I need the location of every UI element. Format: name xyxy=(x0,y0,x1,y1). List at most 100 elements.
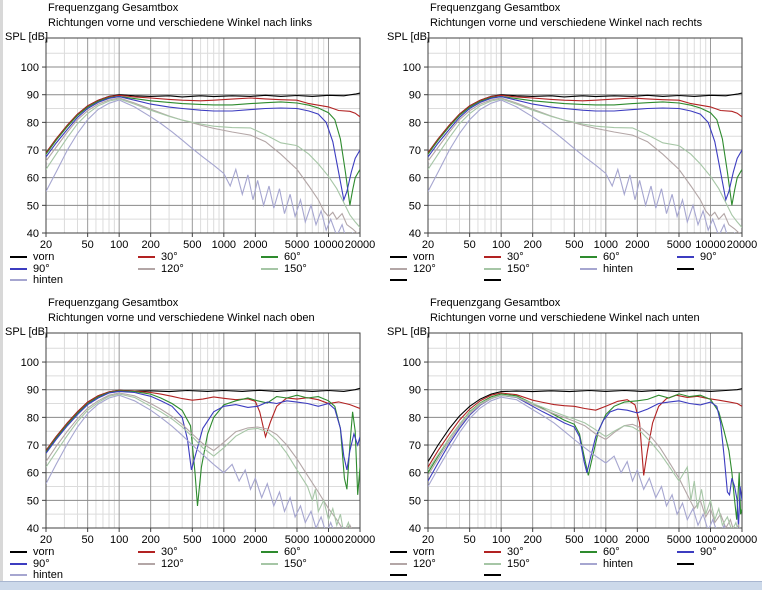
legend-label: 60° xyxy=(603,251,620,263)
svg-text:500: 500 xyxy=(565,239,583,251)
chart-subtitle: Richtungen vorne und verschiedene Winkel… xyxy=(430,312,700,324)
legend-item-hinten: hinten xyxy=(580,263,633,275)
legend-label: hinten xyxy=(33,569,63,581)
legend-label: 90° xyxy=(700,546,717,558)
legend-swatch xyxy=(390,562,407,565)
chart-subtitle: Richtungen vorne und verschiedene Winkel… xyxy=(48,17,313,29)
legend-swatch xyxy=(484,267,501,270)
svg-text:100: 100 xyxy=(21,62,39,74)
svg-text:2000: 2000 xyxy=(625,239,649,251)
legend-swatch xyxy=(138,267,155,270)
chart-nach-links: Frequenzgang Gesamtbox Richtungen vorne … xyxy=(0,0,380,295)
legend-label: hinten xyxy=(33,274,63,286)
svg-text:100: 100 xyxy=(21,357,39,369)
svg-text:80: 80 xyxy=(409,412,421,424)
svg-text:90: 90 xyxy=(27,385,39,397)
svg-text:1000: 1000 xyxy=(212,534,236,546)
chart-title: Frequenzgang Gesamtbox xyxy=(430,2,561,14)
chart-nach-oben: Frequenzgang Gesamtbox Richtungen vorne … xyxy=(0,295,380,590)
legend-swatch xyxy=(10,574,27,576)
legend-label: 120° xyxy=(161,262,184,275)
svg-text:500: 500 xyxy=(565,534,583,546)
legend-item-150deg: 150° xyxy=(261,263,307,275)
svg-text:50: 50 xyxy=(409,200,421,212)
svg-text:100: 100 xyxy=(403,357,421,369)
svg-text:5000: 5000 xyxy=(285,239,309,251)
legend-item-unlabeled xyxy=(390,569,413,581)
svg-text:50: 50 xyxy=(27,200,39,212)
legend-item-unlabeled xyxy=(677,263,700,275)
svg-text:50: 50 xyxy=(464,239,476,251)
svg-text:20000: 20000 xyxy=(345,239,376,251)
legend-item-120deg: 120° xyxy=(138,263,184,275)
legend-swatch xyxy=(390,574,407,576)
svg-text:2000: 2000 xyxy=(243,239,267,251)
svg-text:20: 20 xyxy=(422,534,434,546)
legend-label: 60° xyxy=(284,251,301,263)
legend-swatch xyxy=(677,267,694,270)
svg-text:500: 500 xyxy=(183,534,201,546)
svg-text:90: 90 xyxy=(27,90,39,102)
legend-item-90deg: 90° xyxy=(677,546,717,558)
legend-item-hinten: hinten xyxy=(10,569,63,581)
legend-swatch xyxy=(677,562,694,565)
chart-nach-rechts: Frequenzgang Gesamtbox Richtungen vorne … xyxy=(382,0,762,295)
legend-label: 30° xyxy=(507,251,524,263)
legend-swatch xyxy=(484,279,501,281)
legend-swatch xyxy=(390,279,407,281)
svg-text:50: 50 xyxy=(409,495,421,507)
svg-text:10000: 10000 xyxy=(313,534,344,546)
svg-text:20: 20 xyxy=(40,239,52,251)
legend-swatch xyxy=(10,562,27,565)
legend-label: vorn xyxy=(33,546,55,558)
legend-label: 60° xyxy=(284,546,301,558)
legend-swatch xyxy=(677,551,694,553)
svg-text:1000: 1000 xyxy=(594,239,618,251)
svg-text:100: 100 xyxy=(110,239,128,251)
svg-text:20000: 20000 xyxy=(727,239,758,251)
legend-label: 150° xyxy=(507,262,530,275)
svg-text:60: 60 xyxy=(409,468,421,480)
svg-text:70: 70 xyxy=(409,145,421,157)
legend-label: vorn xyxy=(33,251,55,263)
svg-text:5000: 5000 xyxy=(667,239,691,251)
y-axis-label: SPL [dB] xyxy=(5,31,49,43)
legend-swatch xyxy=(10,267,27,270)
svg-text:40: 40 xyxy=(27,523,39,535)
legend-label: 150° xyxy=(284,262,307,275)
svg-text:20000: 20000 xyxy=(727,534,758,546)
svg-text:5000: 5000 xyxy=(285,534,309,546)
legend-item-60deg: 60° xyxy=(580,251,620,263)
svg-text:100: 100 xyxy=(403,62,421,74)
svg-text:200: 200 xyxy=(523,534,541,546)
legend-swatch xyxy=(580,551,597,553)
svg-text:70: 70 xyxy=(27,440,39,452)
legend-item-unlabeled xyxy=(390,274,413,286)
window-bottom-edge xyxy=(0,581,762,590)
legend-label: hinten xyxy=(603,262,633,275)
legend-label: 150° xyxy=(284,557,307,570)
legend-item-120deg: 120° xyxy=(390,263,436,275)
legend-swatch xyxy=(261,551,278,553)
svg-text:10000: 10000 xyxy=(695,534,726,546)
svg-text:1000: 1000 xyxy=(594,534,618,546)
legend-item-90deg: 90° xyxy=(677,251,717,263)
legend-item-30deg: 30° xyxy=(138,546,178,558)
legend-swatch xyxy=(261,562,278,565)
legend-swatch xyxy=(484,256,501,258)
svg-text:200: 200 xyxy=(141,239,159,251)
legend-swatch xyxy=(138,256,155,258)
legend-item-unlabeled xyxy=(677,558,700,570)
chart-subtitle: Richtungen vorne und verschiedene Winkel… xyxy=(430,17,703,29)
legend-item-vorn: vorn xyxy=(390,251,434,263)
y-axis-label: SPL [dB] xyxy=(387,326,431,338)
legend-swatch xyxy=(484,551,501,553)
legend-swatch xyxy=(390,551,407,553)
legend-label: 120° xyxy=(413,262,436,275)
legend-item-unlabeled xyxy=(484,569,507,581)
legend-item-150deg: 150° xyxy=(261,558,307,570)
svg-text:90: 90 xyxy=(409,385,421,397)
svg-text:200: 200 xyxy=(141,534,159,546)
legend-swatch xyxy=(261,256,278,258)
